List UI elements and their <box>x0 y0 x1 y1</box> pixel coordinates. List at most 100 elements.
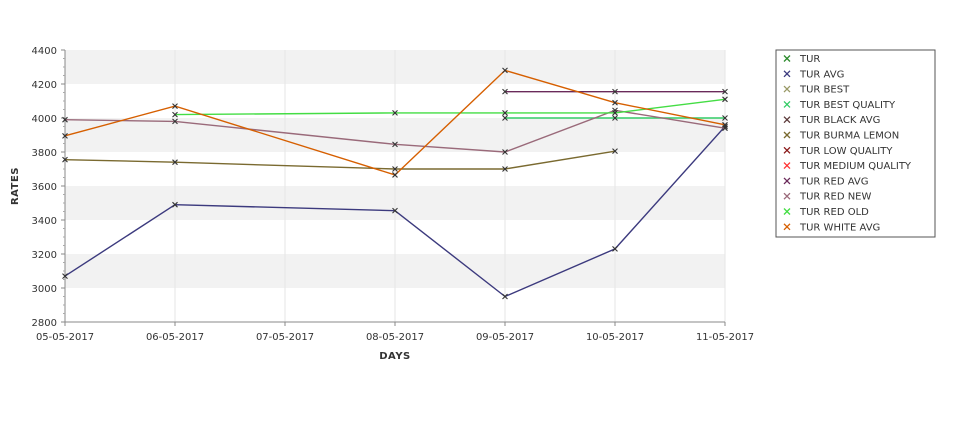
data-point-marker <box>392 141 398 148</box>
data-point-marker <box>392 110 398 116</box>
legend-marker <box>783 162 791 170</box>
legend-item: TUR <box>783 54 820 65</box>
legend-marker <box>783 146 791 154</box>
data-point-marker <box>502 110 508 116</box>
x-tick-label: 06-05-2017 <box>146 332 204 343</box>
vertical-gridlines <box>174 50 726 322</box>
legend-label: TUR RED NEW <box>799 192 871 203</box>
data-point-marker <box>612 88 618 95</box>
legend-label: TUR WHITE AVG <box>799 222 880 233</box>
legend-label: TUR RED AVG <box>799 176 869 187</box>
legend: TUR TUR AVG TUR BEST TUR BEST QUALITY TUR BL… <box>775 49 936 238</box>
data-point-marker <box>62 273 68 279</box>
x-tick-label: 07-05-2017 <box>256 332 314 343</box>
data-point-marker <box>722 96 728 103</box>
data-point-marker <box>722 121 728 128</box>
y-tick-label: 3200 <box>32 250 57 261</box>
data-point-marker <box>62 132 68 139</box>
y-tick-label: 3000 <box>32 284 57 295</box>
data-point-marker <box>612 99 618 106</box>
data-point-marker <box>172 118 178 125</box>
data-point-marker <box>612 110 618 116</box>
series-group <box>62 67 728 300</box>
data-point-marker <box>722 115 728 121</box>
series-tur-red-avg <box>502 88 728 95</box>
legend-item: TUR LOW QUALITY <box>783 146 893 157</box>
legend-label: TUR BEST <box>799 85 850 96</box>
data-point-marker <box>502 149 508 155</box>
data-point-marker <box>502 88 508 95</box>
legend-item: TUR RED AVG <box>783 176 869 187</box>
x-tick-label: 09-05-2017 <box>476 332 534 343</box>
data-point-marker <box>502 166 508 172</box>
series-tur-red-old <box>172 96 728 118</box>
x-tick-label: 11-05-2017 <box>696 332 754 343</box>
series-line <box>64 126 726 298</box>
legend-item: TUR MEDIUM QUALITY <box>783 161 912 172</box>
data-point-marker <box>172 111 178 118</box>
y-tick-label: 3800 <box>32 148 57 159</box>
data-point-marker <box>502 293 508 300</box>
legend-item: TUR RED OLD <box>783 207 869 218</box>
data-point-marker <box>722 88 728 95</box>
data-point-marker <box>612 246 618 252</box>
data-point-marker <box>612 148 618 155</box>
y-tick-label: 3400 <box>32 216 57 227</box>
legend-label: TUR RED OLD <box>799 207 869 218</box>
data-point-marker <box>172 159 178 166</box>
legend-marker <box>783 177 791 185</box>
data-point-marker <box>62 156 68 163</box>
legend-item: TUR AVG <box>783 69 844 80</box>
legend-label: TUR BEST QUALITY <box>799 100 896 111</box>
legend-marker <box>783 55 791 62</box>
data-point-marker <box>502 115 508 121</box>
legend-item: TUR BEST QUALITY <box>783 100 896 111</box>
legend-marker <box>783 192 791 200</box>
legend-item: TUR BEST <box>783 85 850 96</box>
legend-label: TUR MEDIUM QUALITY <box>799 161 912 172</box>
legend-marker <box>783 100 791 108</box>
legend-marker <box>783 208 791 215</box>
series-line <box>64 69 726 176</box>
legend-label: TUR BLACK AVG <box>799 115 880 126</box>
y-tick-label: 4400 <box>32 46 57 57</box>
legend-label: TUR AVG <box>799 69 844 80</box>
x-axis-title: DAYS <box>379 351 411 362</box>
legend-marker <box>783 223 791 231</box>
legend-marker <box>783 131 791 139</box>
data-point-marker <box>172 201 178 208</box>
legend-item: TUR BLACK AVG <box>783 115 880 126</box>
series-tur-red-new <box>62 107 728 155</box>
y-axis-ticks: 2800 3000 3200 3400 3600 3800 4000 4200 4400 <box>32 46 65 329</box>
y-axis-title: RATES <box>10 167 21 205</box>
y-tick-label: 4200 <box>32 80 57 91</box>
x-tick-label: 05-05-2017 <box>36 332 94 343</box>
data-point-marker <box>502 67 508 74</box>
data-point-marker <box>392 207 398 214</box>
legend-label: TUR <box>799 54 820 65</box>
data-point-marker <box>62 116 68 123</box>
series-tur-white-avg <box>62 67 728 178</box>
legend-label: TUR BURMA LEMON <box>799 131 899 142</box>
data-point-marker <box>612 107 618 114</box>
legend-item: TUR BURMA LEMON <box>783 131 899 142</box>
data-point-marker <box>172 103 178 109</box>
legend-item: TUR RED NEW <box>783 192 871 203</box>
y-tick-label: 3600 <box>32 182 57 193</box>
legend-marker <box>783 85 791 93</box>
data-point-marker <box>392 166 398 172</box>
x-tick-label: 08-05-2017 <box>366 332 424 343</box>
x-axis-ticks: 05-05-2017 06-05-2017 07-05-2017 08-05-2017… <box>36 322 754 343</box>
legend-item: TUR WHITE AVG <box>783 222 880 233</box>
y-tick-label: 4000 <box>32 114 57 125</box>
y-tick-label: 2800 <box>32 318 57 329</box>
x-tick-label: 10-05-2017 <box>586 332 644 343</box>
series-line <box>64 109 726 153</box>
legend-marker <box>783 70 791 78</box>
series-tur-burma-lemon <box>62 148 618 172</box>
legend-marker <box>783 116 791 124</box>
data-point-marker <box>392 172 398 178</box>
legend-label: TUR LOW QUALITY <box>799 146 893 157</box>
